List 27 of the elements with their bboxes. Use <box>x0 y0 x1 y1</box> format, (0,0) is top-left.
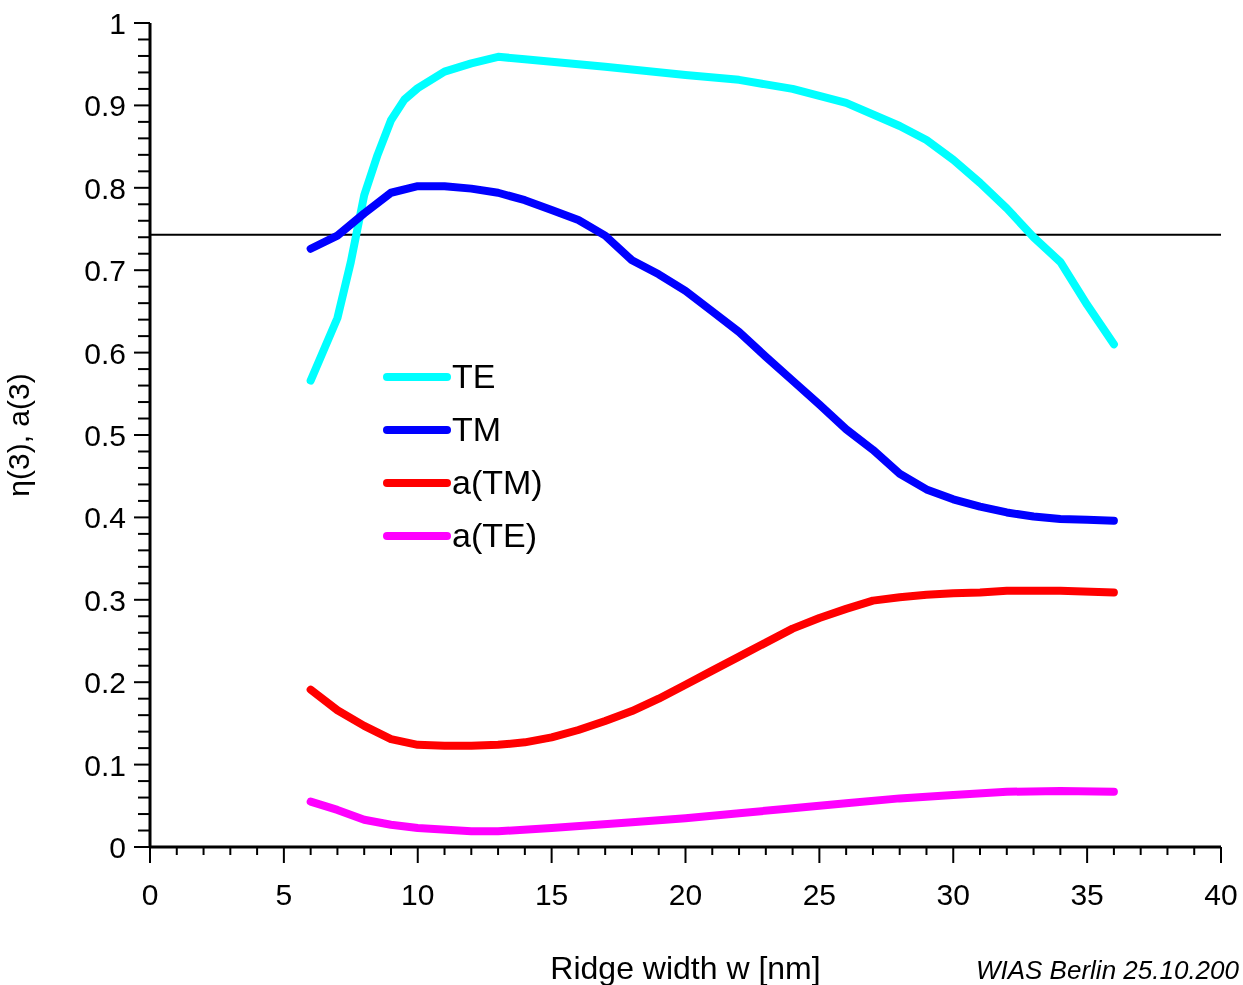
legend-label: TE <box>452 357 496 396</box>
y-tick-label: 0.8 <box>84 171 126 205</box>
legend-label: a(TE) <box>452 516 537 555</box>
x-tick-label: 15 <box>534 878 569 911</box>
y-axis-title: η(3), a(3) <box>1 373 35 497</box>
y-tick-label: 0.3 <box>84 583 126 617</box>
x-tick-label: 25 <box>802 878 837 911</box>
y-tick-label: 0.9 <box>84 89 126 123</box>
x-tick-label: 30 <box>936 878 970 911</box>
y-tick-label: 0.5 <box>84 419 126 452</box>
y-tick-label: 0.2 <box>84 666 126 700</box>
text: WIAS Berlin 25.10.200 <box>975 955 1239 985</box>
y-tick-label: 0.7 <box>84 254 126 288</box>
legend-label: TM <box>452 410 502 449</box>
x-tick-label: 10 <box>401 878 435 911</box>
x-tick-label: 0 <box>141 878 159 911</box>
x-tick-label: 20 <box>668 878 703 911</box>
y-tick-label: 0.6 <box>84 336 126 370</box>
x-tick-label: 40 <box>1204 878 1238 911</box>
legend-label: a(TM) <box>452 463 543 502</box>
x-tick-label: 35 <box>1070 878 1104 911</box>
y-tick-label: 0 <box>109 831 126 864</box>
y-tick-label: 0.1 <box>84 748 126 782</box>
x-tick-label: 5 <box>275 878 293 911</box>
y-tick-label: 0.4 <box>84 501 126 535</box>
x-axis-title: Ridge width w [nm] <box>550 950 821 985</box>
y-tick-label: 1 <box>109 7 126 40</box>
